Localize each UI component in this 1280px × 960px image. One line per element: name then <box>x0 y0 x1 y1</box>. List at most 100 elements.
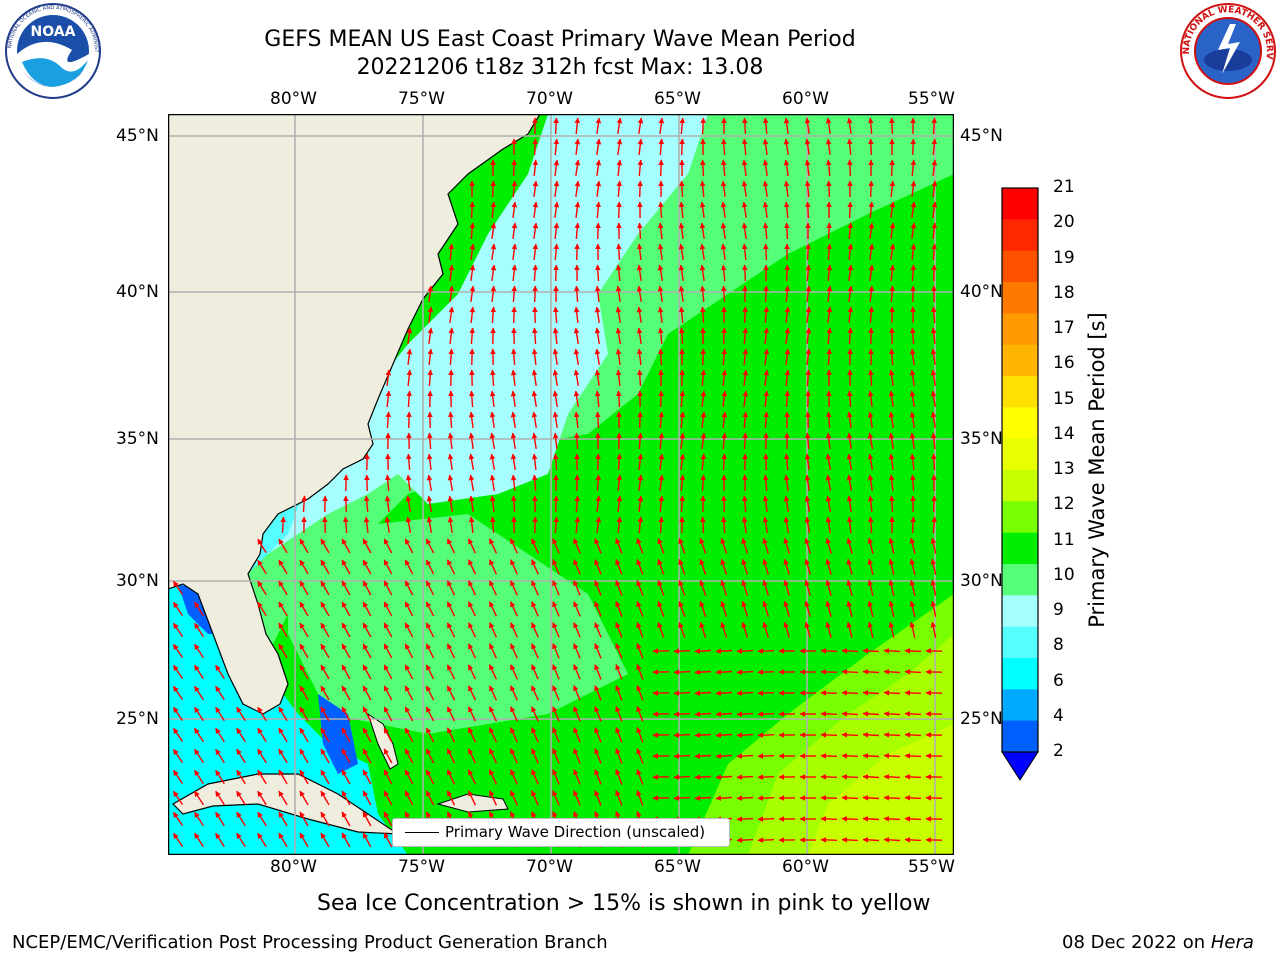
wave-arrow <box>742 264 748 282</box>
wave-arrow <box>700 306 706 324</box>
wave-arrow <box>615 369 622 387</box>
wave-arrow <box>783 537 790 554</box>
wave-arrow <box>468 432 475 450</box>
wave-arrow <box>658 411 665 429</box>
wave-arrow <box>172 580 184 595</box>
wave-arrow <box>172 769 184 784</box>
wave-arrow <box>783 558 790 575</box>
wave-arrow <box>404 559 414 575</box>
wave-arrow <box>757 837 775 843</box>
wave-arrow <box>841 669 859 675</box>
wave-arrow <box>658 495 665 513</box>
wave-arrow <box>888 600 895 617</box>
wave-arrow <box>867 432 874 450</box>
wave-arrow <box>425 664 435 680</box>
wave-arrow <box>736 816 754 822</box>
wave-arrow <box>904 816 922 822</box>
wave-arrow <box>511 264 518 281</box>
wave-arrow <box>826 348 833 366</box>
wave-arrow <box>427 369 434 387</box>
wave-arrow <box>679 138 685 156</box>
wave-arrow <box>637 432 644 450</box>
wave-arrow <box>931 243 938 261</box>
wave-arrow <box>320 622 330 638</box>
wave-arrow <box>404 538 414 554</box>
wave-arrow <box>467 601 477 617</box>
wave-arrow <box>699 600 707 617</box>
wave-arrow <box>573 285 580 303</box>
wave-arrow <box>194 811 204 827</box>
wave-arrow <box>636 789 644 806</box>
wave-arrow <box>511 306 517 324</box>
wave-arrow <box>278 580 288 596</box>
wave-arrow <box>657 621 665 638</box>
wave-arrow <box>552 327 559 344</box>
wave-arrow <box>595 516 602 533</box>
wave-arrow <box>468 390 475 408</box>
wave-arrow <box>425 790 435 806</box>
wave-arrow <box>383 769 393 785</box>
wave-arrow <box>531 727 539 743</box>
wave-arrow <box>573 601 581 617</box>
lat-label-right-45n: 45°N <box>960 126 1003 146</box>
colorbar-tick-label: 17 <box>1053 318 1075 338</box>
wave-arrow <box>573 685 581 701</box>
wave-arrow <box>552 601 560 617</box>
wave-arrow <box>804 537 811 554</box>
wave-arrow <box>636 705 644 722</box>
wave-arrow <box>172 706 184 721</box>
wave-arrow <box>783 117 790 134</box>
wave-arrow <box>404 706 414 722</box>
wave-arrow <box>763 348 770 365</box>
wave-arrow <box>931 138 938 156</box>
wave-arrow <box>757 648 775 654</box>
wave-arrow <box>468 495 475 513</box>
wave-arrow <box>448 348 455 366</box>
wave-arrow <box>278 748 288 764</box>
wave-arrow <box>299 643 309 659</box>
wave-arrow <box>888 621 895 638</box>
wave-arrow <box>784 285 791 303</box>
wave-arrow <box>867 411 874 429</box>
wave-arrow <box>736 669 754 675</box>
wave-arrow <box>574 432 580 450</box>
wave-arrow <box>931 117 937 135</box>
wave-arrow <box>826 327 833 345</box>
wave-arrow <box>931 180 938 197</box>
wave-arrow <box>299 706 309 722</box>
wave-arrow <box>594 369 601 386</box>
wave-arrow <box>742 369 749 386</box>
wave-arrow <box>172 601 184 616</box>
wave-arrow <box>846 432 853 450</box>
wave-arrow <box>694 795 712 801</box>
wave-arrow <box>889 285 896 303</box>
wave-arrow <box>699 537 707 554</box>
wave-arrow <box>573 538 581 554</box>
wave-arrow <box>825 453 832 471</box>
wave-arrow <box>757 711 775 717</box>
wave-arrow <box>552 643 560 659</box>
wave-arrow <box>194 643 204 659</box>
legend-line-sample <box>405 832 439 833</box>
wave-arrow <box>299 748 309 764</box>
wave-arrow <box>341 580 351 596</box>
wave-arrow <box>489 432 496 450</box>
wave-arrow <box>278 811 288 827</box>
wave-arrow <box>574 243 580 261</box>
wave-arrow <box>426 432 433 450</box>
wave-arrow <box>910 516 916 534</box>
wave-arrow <box>467 622 477 638</box>
wave-arrow <box>637 138 644 155</box>
wave-arrow <box>889 159 895 177</box>
wave-arrow <box>741 159 748 176</box>
wave-arrow <box>825 495 832 513</box>
wave-arrow <box>615 558 623 575</box>
wave-arrow <box>531 559 539 575</box>
wave-arrow <box>757 795 775 801</box>
wave-arrow <box>673 774 691 780</box>
wave-arrow <box>552 390 559 408</box>
wave-arrow <box>910 222 917 239</box>
wave-arrow <box>700 432 707 449</box>
colorbar-segment <box>1002 219 1038 252</box>
wave-arrow <box>236 769 246 785</box>
